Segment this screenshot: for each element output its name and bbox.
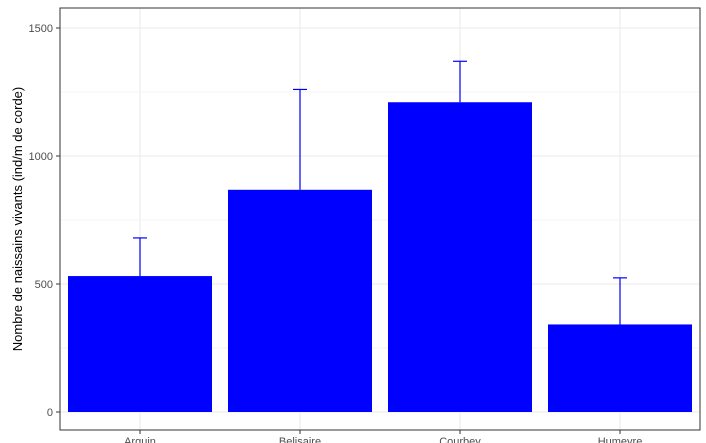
x-tick-label-courbey: Courbey — [439, 436, 481, 443]
bar-courbey — [388, 102, 532, 413]
y-tick-label: 500 — [35, 279, 53, 291]
panel-border — [59, 7, 701, 431]
x-axis: Arguin Belisaire Courbey Humeyre — [124, 430, 642, 443]
y-tick-label: 1000 — [29, 151, 53, 163]
y-axis-title: Nombre de naissains vivants (ind/m de co… — [10, 87, 25, 351]
y-tick-label: 1500 — [29, 23, 53, 35]
bar-humeyre — [548, 324, 692, 412]
x-tick-label-belisaire: Belisaire — [279, 436, 321, 443]
y-axis: 0 500 1000 1500 — [29, 23, 60, 419]
x-tick-label-humeyre: Humeyre — [598, 436, 643, 443]
error-bars — [133, 60, 627, 325]
bars — [68, 102, 692, 413]
bar-belisaire — [228, 189, 372, 412]
bar-arguin — [68, 276, 212, 412]
y-tick-label: 0 — [47, 407, 53, 419]
x-tick-label-arguin: Arguin — [124, 436, 156, 443]
